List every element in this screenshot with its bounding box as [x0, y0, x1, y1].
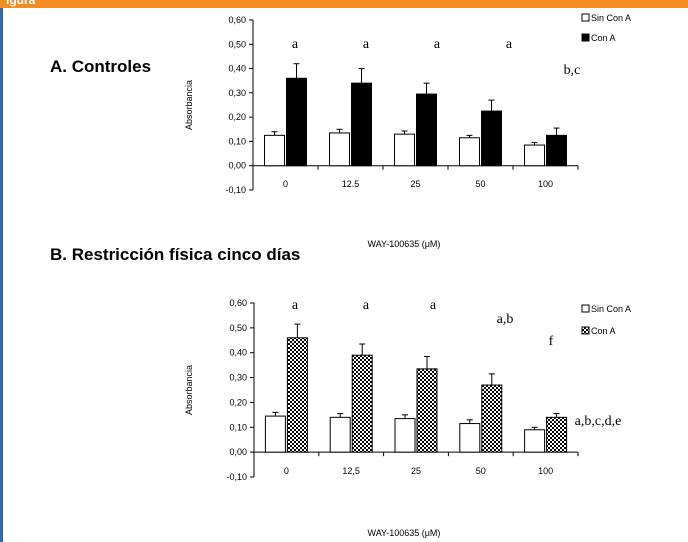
bar-con-a: [546, 134, 567, 167]
significance-label: a: [506, 37, 513, 52]
significance-label: f: [549, 334, 554, 349]
bar-sin-con-a: [459, 423, 481, 453]
x-tick-label: 100: [538, 466, 553, 476]
legend-swatch: [581, 326, 590, 335]
bar-sin-con-a: [394, 418, 416, 453]
header-bar: igura: [0, 0, 688, 8]
bar-sin-con-a: [329, 416, 351, 453]
x-axis-label: WAY-100635 (μM): [368, 528, 441, 538]
significance-label: a: [292, 298, 299, 313]
y-tick-label: 0,00: [229, 447, 247, 457]
y-tick-label: 0,30: [228, 88, 246, 98]
x-tick-label: 12.5: [342, 179, 360, 189]
y-tick-label: 0,40: [229, 348, 247, 358]
significance-label: a: [430, 298, 437, 313]
legend-swatch: [581, 33, 590, 42]
bar-con-a: [481, 110, 502, 167]
legend-label: Con A: [591, 33, 616, 43]
left-border: [0, 8, 3, 542]
bar-con-a: [416, 368, 438, 453]
y-tick-label: 0,10: [229, 422, 247, 432]
legend-label: Sin Con A: [591, 13, 631, 23]
y-tick-label: 0,30: [229, 373, 247, 383]
bar-sin-con-a: [264, 415, 286, 453]
legend-swatch: [581, 13, 590, 22]
y-tick-label: -0,10: [226, 472, 247, 482]
y-axis-label: Absorbancia: [184, 365, 194, 415]
chart-b-title: B. Restricción física cinco días: [50, 245, 301, 264]
bar-con-a: [286, 77, 307, 167]
significance-label: a,b,c,d,e: [575, 414, 622, 429]
significance-label: b,c: [564, 63, 581, 78]
chart-a-title: A. Controles: [50, 57, 152, 76]
bar-sin-con-a: [459, 137, 480, 167]
bar-sin-con-a: [524, 144, 545, 167]
bar-sin-con-a: [524, 429, 546, 453]
bar-sin-con-a: [394, 133, 415, 167]
legend-label: Sin Con A: [591, 304, 631, 314]
significance-label: a,b: [497, 312, 514, 327]
bar-con-a: [351, 354, 373, 453]
significance-label: a: [363, 37, 370, 52]
significance-label: a: [434, 37, 441, 52]
x-tick-label: 12,5: [342, 466, 360, 476]
y-tick-label: 0,50: [228, 39, 246, 49]
bar-con-a: [481, 384, 503, 453]
legend-label: Con A: [591, 326, 616, 336]
bar-sin-con-a: [329, 132, 350, 167]
y-tick-label: 0,20: [228, 112, 246, 122]
x-tick-label: 100: [538, 179, 553, 189]
x-tick-label: 0: [283, 179, 288, 189]
chart-b: -0,10 0,00 0,10 0,20 0,30 0,40 0,50 0,60 0 12,5 25…: [184, 298, 631, 538]
chart-a: -0,10 0,00 0,10 0,20 0,30 0,40 0,50 0,60 0 12.5 25…: [184, 13, 631, 249]
header-label: igura: [6, 0, 36, 7]
bar-con-a: [351, 82, 372, 167]
y-tick-label: 0,10: [228, 136, 246, 146]
bar-con-a: [546, 416, 568, 453]
bar-con-a: [416, 93, 437, 167]
bar-sin-con-a: [264, 134, 285, 167]
x-tick-label: 25: [411, 466, 421, 476]
significance-label: a: [363, 298, 370, 313]
y-tick-label: 0,20: [229, 397, 247, 407]
x-tick-label: 25: [410, 179, 420, 189]
y-tick-label: -0,10: [225, 185, 246, 195]
bar-con-a: [286, 337, 308, 453]
y-axis-label: Absorbancia: [184, 80, 194, 130]
y-tick-label: 0,60: [229, 298, 247, 308]
x-axis-label: WAY-100635 (μM): [368, 239, 441, 249]
x-tick-label: 50: [475, 179, 485, 189]
y-tick-label: 0,50: [229, 323, 247, 333]
y-tick-label: 0,00: [228, 161, 246, 171]
significance-label: a: [292, 37, 299, 52]
x-tick-label: 50: [476, 466, 486, 476]
x-tick-label: 0: [284, 466, 289, 476]
y-tick-label: 0,60: [228, 15, 246, 25]
legend-swatch: [581, 304, 590, 313]
y-tick-label: 0,40: [228, 64, 246, 74]
